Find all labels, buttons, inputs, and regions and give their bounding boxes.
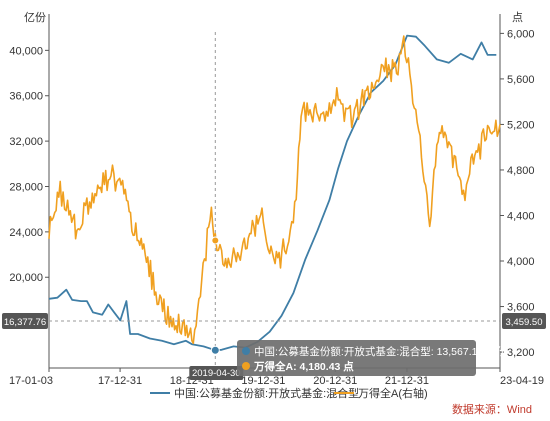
- series-line-0: [48, 34, 497, 352]
- right-axis-tick-label: 4,000: [507, 256, 535, 268]
- series-layer: [48, 34, 501, 352]
- crosshair-layer: 16,377.76 3,459.502019-04-30中国:公募基金份额:开放式…: [2, 32, 546, 380]
- right-axis-tick-label: 3,200: [507, 347, 535, 359]
- left-axis-tick-label: 36,000: [9, 91, 43, 103]
- right-readout-text: 3,459.50: [506, 317, 543, 328]
- x-axis-tick-label: 17-12-31: [98, 375, 142, 387]
- axes-layer: 亿份 点 20,000 24,000 28,000 32,000 36,000 40,000 3…: [9, 11, 544, 387]
- right-axis-tick-label: 4,800: [507, 165, 535, 177]
- left-axis-tick-label: 20,000: [9, 272, 43, 284]
- right-axis-tick-label: 3,600: [507, 302, 535, 314]
- x-axis-tick-label: 23-04-19: [500, 375, 544, 387]
- tooltip-line-1: 中国:公募基金份额:开放式基金:混合型: 13,567.12 亿份: [254, 345, 508, 358]
- legend-label-orange: 万得全A(右轴): [358, 386, 428, 400]
- legend-label-blue: 中国:公募基金份额:开放式基金:混合型: [174, 386, 359, 400]
- tooltip-swatch-blue: [242, 347, 250, 355]
- x-axis-tick-label: 20-12-31: [313, 375, 357, 387]
- right-axis-tick-label: 4,400: [507, 210, 535, 222]
- left-axis-tick-label: 32,000: [9, 136, 43, 148]
- left-axis-tick-label: 24,000: [9, 227, 43, 239]
- x-axis-tick-label: 17-01-03: [9, 375, 53, 387]
- crosshair-marker-blue: [210, 345, 220, 355]
- date-readout-bg: [189, 366, 244, 380]
- date-readout-badge: 2019-04-30: [189, 366, 244, 380]
- tooltip-bg: [237, 340, 476, 376]
- date-readout-text: 2019-04-30: [192, 368, 241, 379]
- left-axis-tick-label: 40,000: [9, 45, 43, 57]
- right-readout-badge: 3,459.50: [502, 313, 546, 329]
- x-axis-tick-label: 19-12-31: [241, 375, 285, 387]
- x-axis-tick-label: 21-12-31: [385, 375, 429, 387]
- data-source-note: 数据来源：Wind: [452, 402, 532, 416]
- left-axis-unit: 亿份: [24, 11, 46, 24]
- tooltip-line-2: 万得全A: 4,180.43 点: [253, 360, 354, 373]
- right-axis-tick-label: 6,000: [507, 28, 535, 40]
- tooltip-swatch-orange: [242, 362, 250, 370]
- left-readout-text: 16,377.76: [4, 317, 46, 328]
- left-readout-badge: 16,377.76: [2, 313, 48, 329]
- left-readout-bg: [2, 313, 48, 329]
- right-axis-unit: 点: [512, 11, 523, 24]
- crosshair-marker-orange: [211, 236, 220, 245]
- right-axis-tick-label: 5,600: [507, 74, 535, 86]
- series-line-1: [48, 35, 501, 345]
- right-readout-bg: [502, 313, 546, 329]
- left-axis-tick-label: 28,000: [9, 181, 43, 193]
- right-axis-tick-label: 5,200: [507, 119, 535, 131]
